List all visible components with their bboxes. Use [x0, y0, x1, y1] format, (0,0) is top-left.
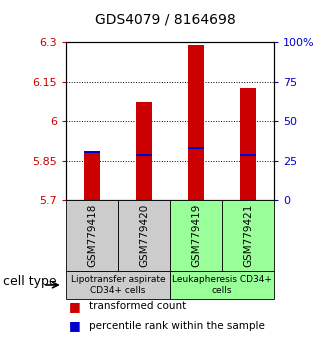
Text: GSM779418: GSM779418	[87, 204, 97, 267]
Text: transformed count: transformed count	[89, 301, 186, 311]
Text: ■: ■	[69, 300, 81, 313]
Bar	[188, 147, 204, 149]
Text: GSM779420: GSM779420	[139, 204, 149, 267]
Text: Leukapheresis CD34+
cells: Leukapheresis CD34+ cells	[172, 275, 272, 295]
Text: GSM779419: GSM779419	[191, 204, 201, 267]
Bar	[136, 102, 152, 200]
Bar	[188, 45, 204, 200]
Bar	[84, 151, 100, 153]
Text: percentile rank within the sample: percentile rank within the sample	[89, 321, 265, 331]
Text: ■: ■	[69, 319, 81, 332]
Text: Lipotransfer aspirate
CD34+ cells: Lipotransfer aspirate CD34+ cells	[71, 275, 165, 295]
Bar	[240, 88, 256, 200]
Text: GDS4079 / 8164698: GDS4079 / 8164698	[95, 12, 235, 27]
Text: cell type: cell type	[3, 275, 57, 288]
Bar	[240, 154, 256, 156]
Bar	[84, 152, 100, 200]
Bar	[136, 154, 152, 156]
Text: GSM779421: GSM779421	[243, 204, 253, 267]
